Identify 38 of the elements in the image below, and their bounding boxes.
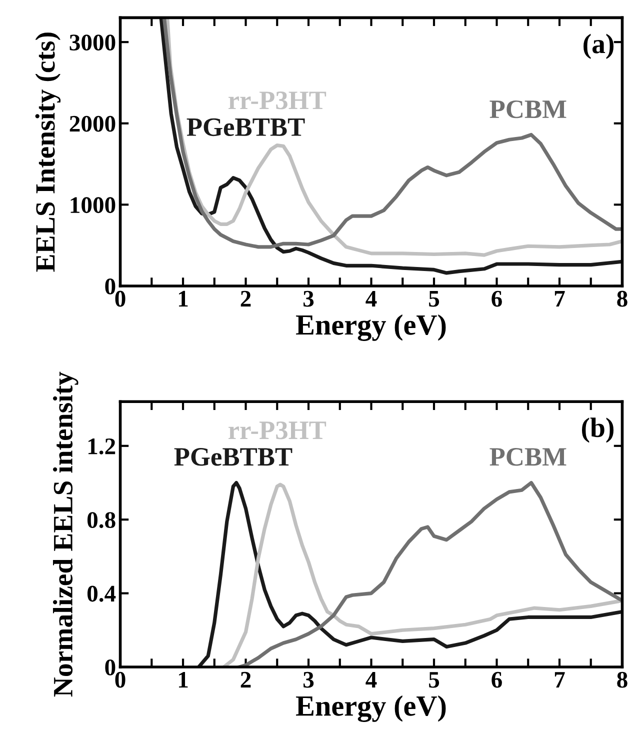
x-tick-label: 3 <box>303 290 314 307</box>
y-tick-label: 0 <box>105 278 116 294</box>
series-label: PGeBTBT <box>174 448 292 466</box>
x-tick-label: 2 <box>240 672 251 688</box>
y-axis-title: EELS Intensity (cts) <box>35 32 61 272</box>
x-tick-label: 5 <box>429 672 440 688</box>
x-tick-label: 5 <box>429 291 440 307</box>
series-label: PGeBTBT <box>186 118 305 136</box>
x-tick-label: 1 <box>179 672 188 688</box>
x-tick-label: 0 <box>115 672 126 688</box>
x-tick-label: 6 <box>492 672 502 688</box>
x-axis-title: Energy (eV) <box>296 695 446 722</box>
series-label: PCBM <box>490 100 566 118</box>
series-label: PCBM <box>490 448 566 466</box>
x-tick-label: 3 <box>303 672 314 688</box>
x-tick-label: 2 <box>240 290 251 307</box>
x-tick-label: 1 <box>179 290 188 307</box>
series-label: rr-P3HT <box>228 92 326 110</box>
y-axis-title: Normalized EELS intensity <box>52 372 78 697</box>
x-axis-title: Energy (eV) <box>296 314 446 341</box>
x-tick-label: 6 <box>492 290 502 307</box>
y-tick-label: 1.2 <box>88 438 116 454</box>
y-tick-label: 0 <box>105 659 116 676</box>
y-tick-label: 1000 <box>70 197 116 214</box>
x-tick-label: 7 <box>554 672 565 688</box>
text: rr-P3HT <box>228 421 326 440</box>
x-tick-label: 8 <box>617 290 628 307</box>
y-tick-label: 2000 <box>70 116 116 132</box>
y-tick-label: 0.4 <box>87 586 116 602</box>
x-tick-label: 4 <box>366 672 377 688</box>
x-tick-label: 0 <box>115 290 126 307</box>
x-tick-label: 7 <box>554 291 565 307</box>
annotation: (a) <box>584 34 614 59</box>
annotation: (b) <box>582 418 614 443</box>
y-tick-label: 3000 <box>70 34 116 50</box>
y-tick-label: 0.8 <box>87 512 116 528</box>
x-tick-label: 8 <box>617 672 628 688</box>
x-tick-label: 4 <box>366 290 377 307</box>
